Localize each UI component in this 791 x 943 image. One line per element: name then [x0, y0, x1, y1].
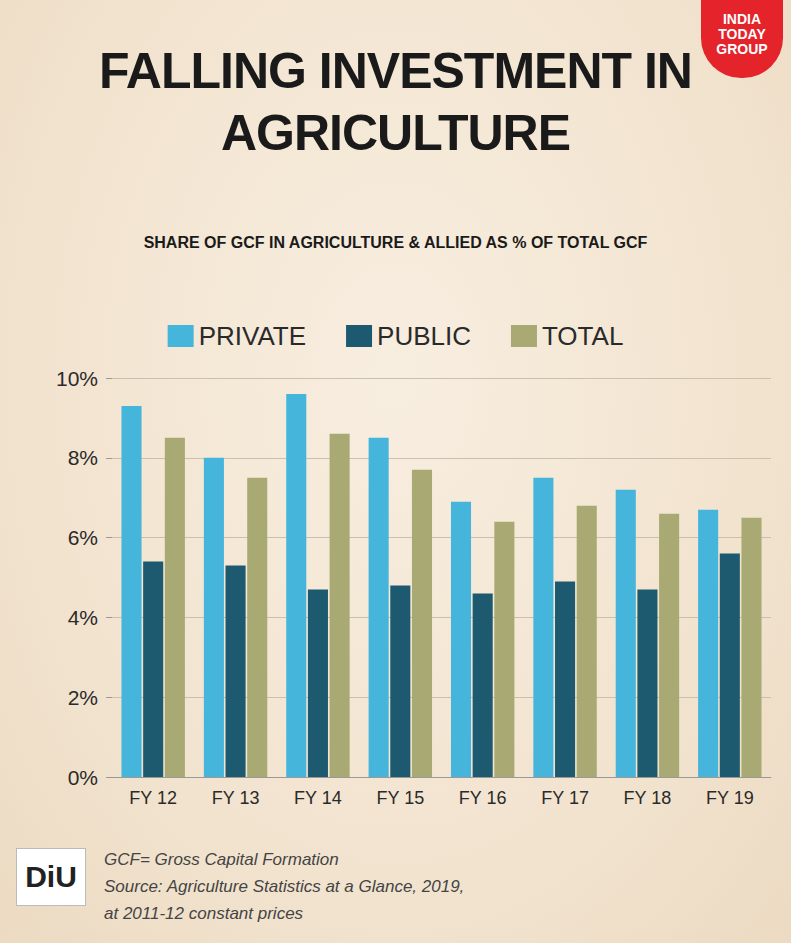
- html-text:GROUP: GROUP: [716, 41, 768, 57]
- html-text:Source: Agriculture Statistics: Source: Agriculture Statistics at a Glan…: [104, 877, 465, 896]
- html-text:GCF= Gross Capital Formation: GCF= Gross Capital Formation: [104, 850, 339, 869]
- svg-text:4%: 4%: [68, 606, 98, 629]
- svg-text:6%: 6%: [68, 526, 98, 549]
- svg-text:FY 12: FY 12: [129, 788, 177, 808]
- html-text:FALLING INVESTMENT IN AGRICULT: FALLING INVESTMENT IN AGRICULTURE: [99, 43, 692, 161]
- html-text:at 2011-12 constant prices: at 2011-12 constant prices: [104, 904, 304, 923]
- svg-text:FY 19: FY 19: [706, 788, 754, 808]
- svg-text:FY 13: FY 13: [212, 788, 260, 808]
- html-text:TODAY: TODAY: [718, 26, 766, 42]
- svg-text:FY 18: FY 18: [624, 788, 672, 808]
- svg-text:FY 14: FY 14: [294, 788, 342, 808]
- html-text:DiU: DiU: [25, 860, 77, 893]
- svg-text:10%: 10%: [56, 367, 98, 390]
- svg-text:FY 15: FY 15: [376, 788, 424, 808]
- html-text:INDIA: INDIA: [722, 11, 762, 27]
- svg-text:PRIVATE: PRIVATE: [199, 321, 306, 351]
- svg-text:0%: 0%: [68, 766, 98, 789]
- svg-text:FY 17: FY 17: [541, 788, 589, 808]
- svg-text:TOTAL: TOTAL: [542, 321, 623, 351]
- svg-text:2%: 2%: [68, 686, 98, 709]
- svg-text:8%: 8%: [68, 446, 98, 469]
- svg-text:PUBLIC: PUBLIC: [377, 321, 471, 351]
- html-text:SHARE OF GCF IN AGRICULTURE &: SHARE OF GCF IN AGRICULTURE & ALLIED AS …: [143, 234, 648, 251]
- svg-text:FY 16: FY 16: [459, 788, 507, 808]
